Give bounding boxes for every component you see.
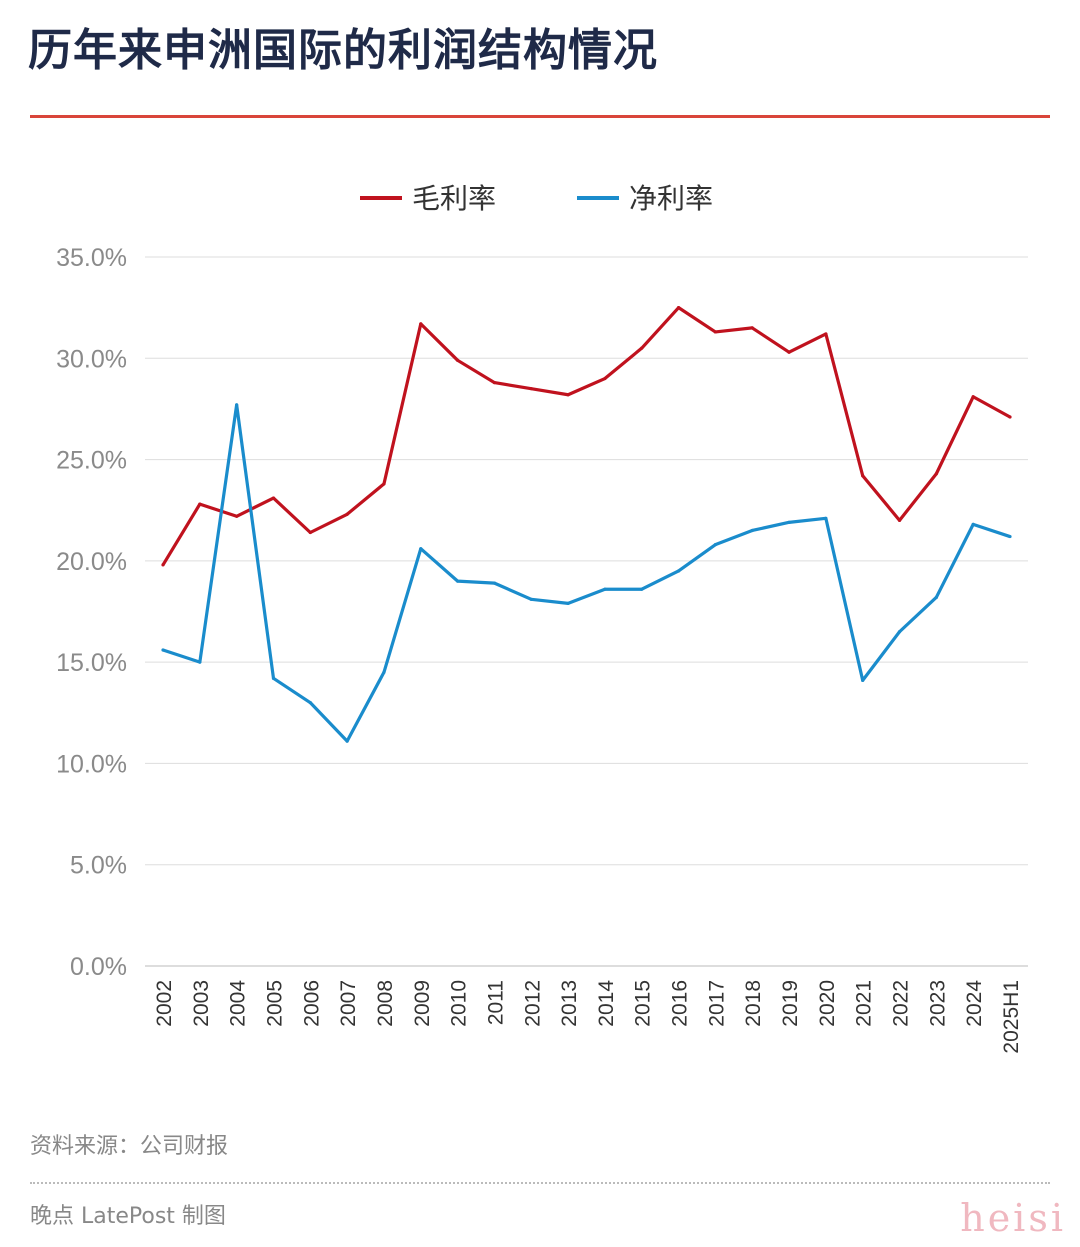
data-point — [824, 332, 828, 336]
data-point — [971, 522, 975, 526]
data-point — [382, 670, 386, 674]
data-point — [861, 474, 865, 478]
data-point — [492, 581, 497, 585]
data-point — [492, 380, 497, 385]
x-tick-label: 2010 — [448, 980, 471, 1027]
x-tick-label: 2015 — [632, 980, 655, 1027]
y-tick-label: 35.0% — [56, 244, 127, 272]
y-tick-label: 25.0% — [56, 447, 127, 475]
data-point — [713, 543, 717, 547]
data-point — [456, 358, 460, 362]
x-tick-label: 2006 — [300, 980, 323, 1027]
x-tick-label: 2003 — [190, 980, 213, 1027]
footer-divider — [30, 1182, 1050, 1184]
y-tick-label: 10.0% — [56, 750, 127, 778]
footer-credit: 晚点 LatePost 制图 — [30, 1204, 226, 1229]
data-point — [161, 648, 165, 652]
data-point — [345, 739, 349, 743]
data-point — [235, 403, 239, 407]
x-tick-label: 2009 — [411, 980, 434, 1027]
data-point — [198, 502, 202, 506]
data-point — [456, 579, 460, 583]
data-point — [971, 395, 975, 399]
x-tick-label: 2004 — [227, 980, 250, 1027]
data-point — [566, 601, 570, 605]
x-tick-label: 2018 — [742, 980, 765, 1027]
data-point — [897, 630, 902, 634]
data-point — [529, 387, 533, 391]
y-tick-label: 20.0% — [56, 548, 127, 576]
data-point — [934, 595, 938, 599]
x-tick-label: 2002 — [153, 980, 176, 1027]
x-tick-label: 2025H1 — [1000, 980, 1023, 1054]
data-point — [419, 547, 423, 551]
x-tick-label: 2011 — [484, 980, 507, 1025]
x-tick-label: 2016 — [669, 980, 692, 1027]
data-point — [603, 376, 607, 381]
data-point — [897, 518, 902, 522]
data-point — [529, 597, 533, 601]
x-tick-label: 2013 — [558, 980, 581, 1027]
data-point — [1008, 534, 1012, 539]
data-point — [1008, 415, 1012, 419]
x-tick-label: 2022 — [890, 980, 913, 1027]
source-note: 资料来源：公司财报 — [30, 1134, 229, 1159]
data-point — [271, 496, 276, 500]
data-point — [640, 587, 644, 591]
y-tick-label: 30.0% — [56, 345, 127, 373]
data-point — [271, 676, 276, 680]
data-point — [566, 393, 570, 397]
data-point — [934, 472, 938, 476]
x-tick-label: 2024 — [963, 980, 986, 1027]
x-tick-label: 2020 — [816, 980, 839, 1027]
y-tick-label: 5.0% — [70, 852, 127, 880]
series-line-毛利率 — [161, 306, 1011, 566]
data-point — [676, 306, 681, 310]
data-point — [787, 520, 791, 524]
x-tick-label: 2019 — [779, 980, 802, 1027]
data-point — [308, 701, 312, 705]
data-point — [861, 678, 865, 682]
data-point — [750, 528, 754, 533]
x-tick-label: 2021 — [853, 980, 876, 1027]
data-point — [161, 563, 165, 567]
x-tick-label: 2012 — [521, 980, 544, 1027]
data-point — [382, 482, 386, 486]
data-point — [308, 530, 312, 535]
x-tick-label: 2005 — [263, 980, 286, 1027]
data-point — [824, 516, 828, 520]
data-point — [235, 514, 239, 518]
x-tick-label: 2007 — [337, 980, 360, 1027]
legend-label: 净利率 — [629, 182, 713, 215]
data-point — [713, 330, 717, 334]
y-tick-label: 0.0% — [70, 953, 127, 981]
x-tick-label: 2008 — [374, 980, 397, 1027]
x-tick-label: 2017 — [705, 980, 728, 1027]
x-tick-label: 2014 — [595, 980, 618, 1027]
title-divider — [30, 115, 1050, 118]
legend-label: 毛利率 — [412, 182, 496, 215]
series-line-净利率 — [162, 403, 1011, 743]
watermark: heisi — [960, 1196, 1066, 1240]
data-point — [676, 569, 681, 573]
data-point — [603, 587, 607, 591]
data-point — [640, 346, 644, 350]
data-point — [787, 350, 791, 354]
page-title: 历年来申洲国际的利润结构情况 — [28, 25, 658, 76]
data-point — [345, 512, 349, 516]
data-point — [419, 322, 423, 326]
y-tick-label: 15.0% — [56, 649, 127, 677]
data-point — [750, 326, 754, 330]
data-point — [198, 660, 202, 664]
x-tick-label: 2023 — [926, 980, 949, 1027]
